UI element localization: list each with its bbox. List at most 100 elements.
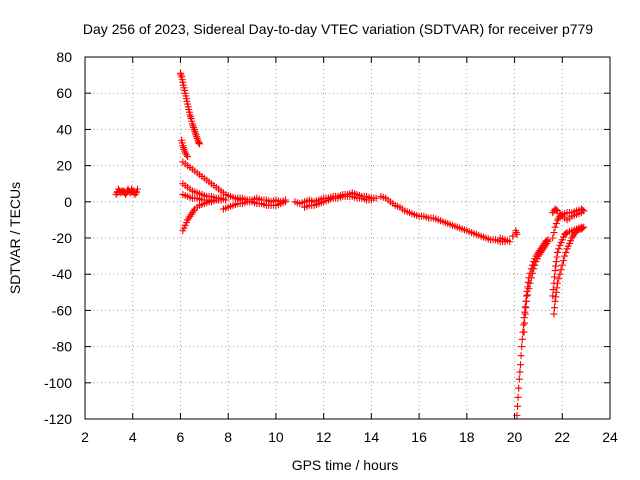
series-arc-c [178, 136, 192, 161]
series-arc-k [301, 192, 375, 211]
data-point [551, 297, 559, 305]
series-arc-n [513, 236, 552, 419]
data-point [190, 125, 198, 133]
data-point [556, 270, 564, 278]
data-point [528, 269, 536, 277]
data-point [514, 402, 522, 410]
series-arc-a [112, 185, 141, 199]
data-point [577, 209, 585, 217]
x-tick-label: 14 [364, 429, 380, 445]
data-point [555, 245, 563, 253]
y-tick-label: -120 [44, 411, 72, 427]
y-tick-label: 20 [56, 158, 72, 174]
y-tick-label: -80 [52, 339, 72, 355]
series-arc-m [496, 227, 521, 246]
data-point [552, 206, 560, 214]
data-point [372, 194, 380, 202]
data-point [524, 291, 532, 299]
data-point [196, 140, 204, 148]
data-point [184, 153, 192, 161]
x-tick-label: 24 [602, 429, 618, 445]
data-point [514, 393, 522, 401]
x-tick-label: 10 [268, 429, 284, 445]
y-tick-label: -100 [44, 375, 72, 391]
data-point [531, 261, 539, 269]
data-point [512, 229, 520, 237]
x-axis-label: GPS time / hours [292, 457, 399, 473]
data-point [555, 275, 563, 283]
data-point [552, 220, 560, 228]
data-point [561, 252, 569, 260]
x-tick-label: 20 [507, 429, 523, 445]
data-point [552, 258, 560, 266]
data-point [557, 266, 565, 274]
data-point [187, 113, 195, 121]
data-point [516, 368, 524, 376]
y-tick-label: -20 [52, 230, 72, 246]
data-points [112, 69, 588, 419]
data-point [552, 262, 560, 270]
data-point [559, 257, 567, 265]
data-point [513, 230, 521, 238]
data-point [551, 304, 559, 312]
grid [85, 57, 610, 419]
data-point [562, 248, 570, 256]
data-point [515, 375, 523, 383]
data-point [521, 319, 529, 327]
data-point [134, 185, 141, 193]
data-point [553, 284, 561, 292]
x-tick-label: 22 [554, 429, 570, 445]
data-point [515, 384, 523, 392]
data-point [549, 286, 557, 294]
data-point [550, 229, 558, 237]
data-point [521, 310, 529, 318]
data-point [189, 122, 197, 130]
data-point [558, 261, 566, 269]
data-point [522, 304, 530, 312]
data-point [517, 352, 525, 360]
x-tick-label: 2 [81, 429, 89, 445]
data-point [367, 196, 375, 204]
data-point [550, 310, 558, 318]
series-arc-g [179, 191, 225, 206]
data-point [527, 274, 535, 282]
data-point [551, 267, 559, 275]
y-axis: -120 -100 -80 -60 -40 -20 0 20 40 60 80 [44, 49, 610, 427]
plot-frame [84, 56, 611, 420]
x-axis: 2 4 6 8 10 12 14 16 18 20 22 24 [81, 57, 618, 445]
data-point [193, 133, 201, 141]
data-point [506, 238, 514, 246]
data-point [518, 343, 526, 351]
data-point [526, 279, 534, 287]
data-point [517, 361, 525, 369]
x-tick-label: 12 [316, 429, 332, 445]
series-arc-d [179, 158, 244, 204]
data-point [550, 279, 558, 287]
data-point [179, 144, 187, 151]
data-point [520, 328, 528, 336]
series-arc-q [549, 223, 585, 300]
series-arc-o [520, 238, 552, 336]
data-point [554, 248, 561, 256]
data-point [281, 196, 289, 204]
data-point [509, 232, 517, 240]
data-point [551, 273, 559, 281]
data-point [217, 196, 225, 204]
data-point [521, 303, 529, 311]
data-point [191, 129, 199, 137]
data-point [518, 335, 526, 343]
data-point [520, 314, 528, 322]
series-arc-s [549, 205, 585, 224]
x-tick-label: 8 [224, 429, 232, 445]
series-arc-b [176, 69, 204, 148]
y-tick-label: 60 [56, 85, 72, 101]
data-point [521, 308, 529, 316]
x-tick-label: 18 [459, 429, 475, 445]
data-point [562, 229, 570, 237]
data-point [190, 124, 198, 132]
data-point [549, 234, 557, 242]
y-axis-label: SDTVAR / TECUs [7, 182, 23, 294]
data-point [132, 189, 140, 197]
data-point [552, 293, 560, 301]
